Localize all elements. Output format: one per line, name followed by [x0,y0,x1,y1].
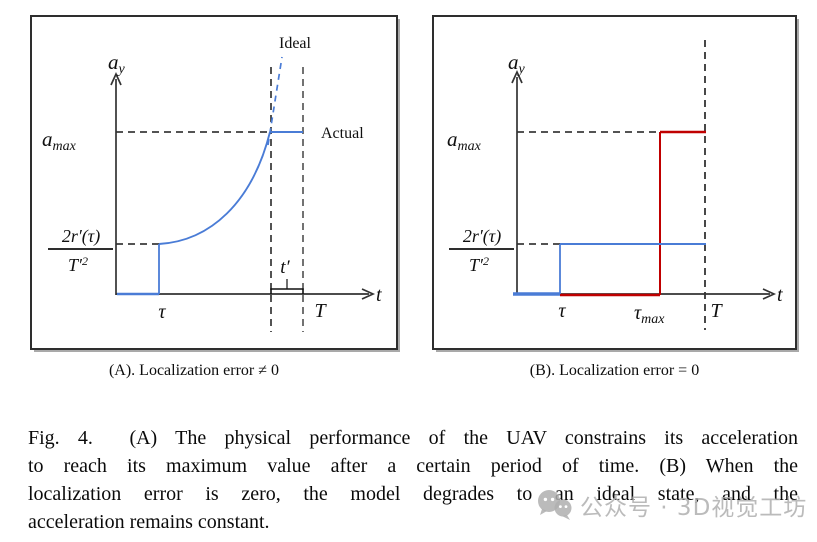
b-tick-T: T [710,300,723,322]
a-ideal-label: Ideal [279,35,312,52]
panel-a: ay amax 2r′(τ) T′2 τ T t t′ Ideal Actual [30,15,398,350]
a-tick-amax: amax [42,127,77,154]
caption-line-1: Fig. 4. (A) The physical performance of … [28,427,798,449]
a-x-axis-arrow-icon [361,288,376,300]
b-tick-tau-max: τmax [634,302,665,327]
b-tick-fraction-denominator: T′2 [469,254,489,275]
a-acceleration-curve [158,131,271,245]
a-ideal-dashed-line [267,56,283,146]
a-y-axis-label: ay [108,50,126,77]
b-x-axis-symbol: t [777,284,783,306]
figure-caption: Fig. 4. (A) The physical performance of … [28,424,798,536]
caption-line-3: localization error is zero, the model de… [28,483,798,505]
a-tick-tau: τ [158,301,166,323]
a-tick-fraction-numerator: 2r′(τ) [62,226,100,247]
b-tick-fraction-numerator: 2r′(τ) [463,226,501,247]
subcaption-panel-a: (A). Localization error ≠ 0 [108,362,280,379]
caption-line-2: to reach its maximum value after a certa… [28,455,798,477]
b-tick-tau: τ [558,300,566,322]
panel-b: ay amax 2r′(τ) T′2 τ τmax T t [432,15,797,350]
b-tick-amax: amax [447,127,482,154]
a-actual-label: Actual [321,125,364,142]
panel-b-plot: ay amax 2r′(τ) T′2 τ τmax T t [447,40,783,330]
b-x-axis-arrow-icon [762,288,777,300]
b-y-axis-arrow-icon [511,69,523,84]
a-t-prime-label: t′ [280,257,290,278]
subcaption-panel-b: (B). Localization error = 0 [529,362,700,379]
a-tick-fraction-denominator: T′2 [68,254,88,275]
b-y-axis-label: ay [508,50,526,77]
a-tick-T: T [314,300,327,322]
panel-a-plot: ay amax 2r′(τ) T′2 τ T t t′ Ideal Actual [42,35,382,332]
a-y-axis-arrow-icon [110,71,122,86]
a-x-axis-symbol: t [376,284,382,306]
caption-line-4: acceleration remains constant. [28,511,270,533]
